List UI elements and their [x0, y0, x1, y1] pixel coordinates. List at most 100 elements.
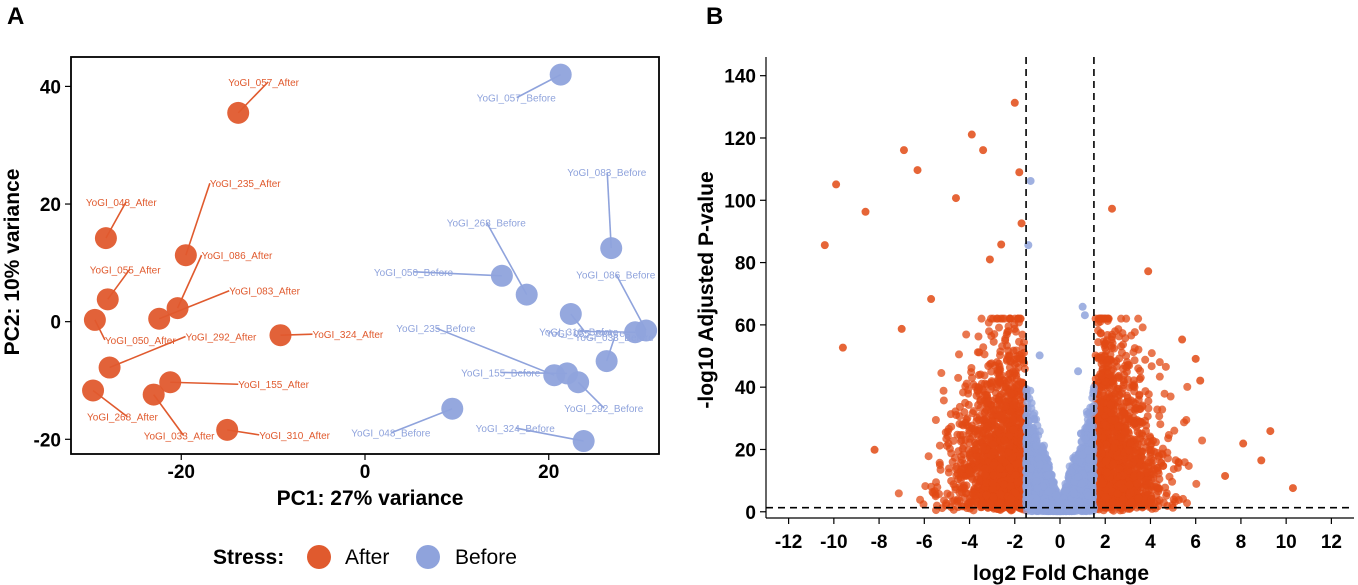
- volcano-point-significant: [970, 497, 979, 506]
- volcano-point-significant: [1011, 380, 1020, 389]
- volcano-x-tick-label: 12: [1321, 532, 1342, 553]
- volcano-point-significant: [1007, 389, 1016, 398]
- volcano-point-significant: [1001, 402, 1010, 411]
- volcano-point-significant: [951, 194, 960, 203]
- volcano-point-significant: [1107, 335, 1116, 344]
- volcano-point-not-significant: [1076, 429, 1085, 438]
- volcano-point-significant: [935, 461, 944, 470]
- volcano-y-tick-label: 120: [724, 129, 756, 150]
- volcano-point-significant: [1130, 419, 1139, 428]
- volcano-point-significant: [984, 318, 993, 327]
- volcano-point-significant: [1137, 447, 1146, 456]
- volcano-point-significant: [1136, 417, 1145, 426]
- volcano-x-tick-label: 4: [1145, 532, 1156, 553]
- pca-point-after: [148, 307, 171, 330]
- volcano-point-significant: [996, 499, 1005, 508]
- pca-y-tick-label: 40: [40, 77, 61, 98]
- volcano-point-significant: [1000, 480, 1009, 489]
- volcano-x-tick-label: -6: [916, 532, 933, 553]
- pca-label-connector: [486, 222, 528, 296]
- volcano-point-significant: [997, 240, 1006, 249]
- pca-point-after: [166, 297, 189, 320]
- pca-label-connector: [606, 172, 613, 249]
- volcano-point-significant: [996, 411, 1005, 420]
- volcano-point-significant: [1124, 446, 1133, 455]
- pca-x-tick-label: 20: [538, 462, 559, 483]
- volcano-point-not-significant: [1052, 491, 1061, 500]
- volcano-x-tick-label: -10: [820, 532, 847, 553]
- volcano-point-significant: [1288, 484, 1297, 493]
- volcano-point-not-significant: [1074, 473, 1083, 482]
- volcano-point-not-significant: [1022, 412, 1031, 421]
- volcano-point-significant: [944, 439, 953, 448]
- legend-after-swatch: [307, 545, 331, 569]
- volcano-x-tick-label: -12: [775, 532, 802, 553]
- volcano-point-significant: [1257, 456, 1266, 465]
- volcano-point-not-significant: [1042, 463, 1051, 472]
- volcano-point-significant: [1102, 440, 1111, 449]
- volcano-point-significant: [1000, 436, 1009, 445]
- pca-point-label: YoGI_086_Before: [576, 270, 656, 281]
- pca-point-label: YoGI_086_After: [202, 251, 273, 262]
- volcano-point-significant: [981, 407, 990, 416]
- volcano-point-significant: [1005, 463, 1014, 472]
- volcano-point-not-significant: [1033, 484, 1042, 493]
- volcano-point-significant: [1130, 344, 1139, 353]
- volcano-point-not-significant: [1022, 423, 1031, 432]
- volcano-point-significant: [978, 443, 987, 452]
- volcano-point-significant: [975, 348, 984, 357]
- pca-point-label: YoGI_057_Before: [477, 94, 557, 105]
- volcano-point-significant: [1118, 329, 1127, 338]
- volcano-point-significant: [996, 464, 1005, 473]
- volcano-point-significant: [989, 493, 998, 502]
- volcano-point-significant: [944, 464, 953, 473]
- volcano-point-significant: [1156, 420, 1165, 429]
- pca-marks: YoGI_057_After YoGI_048_After YoGI_235_Aft…: [82, 63, 658, 453]
- volcano-point-significant: [1138, 429, 1147, 438]
- pca-label-connector: [435, 327, 555, 376]
- volcano-plot: -12 -10 -8 -6 -4 -2 0 2 4 6 8 10 1202040608010012014…: [695, 57, 1354, 585]
- volcano-point-significant: [1134, 494, 1143, 503]
- volcano-point-significant: [997, 422, 1006, 431]
- volcano-point-significant: [976, 397, 985, 406]
- volcano-point-significant: [1110, 444, 1119, 453]
- volcano-point-significant: [967, 373, 976, 382]
- pca-point-label: YoGI_057_After: [228, 78, 299, 89]
- volcano-point-significant: [1144, 397, 1153, 406]
- volcano-point-significant: [1018, 330, 1027, 339]
- pca-x-tick-label: 0: [360, 462, 371, 483]
- volcano-point-significant: [1014, 314, 1023, 323]
- volcano-point-significant: [1102, 358, 1111, 367]
- volcano-point-significant: [1130, 356, 1139, 365]
- pca-x-tick-label: -20: [168, 462, 195, 483]
- volcano-point-significant: [1094, 326, 1103, 335]
- volcano-point-significant: [1094, 427, 1103, 436]
- volcano-point-significant: [1164, 434, 1173, 443]
- volcano-point-significant: [988, 479, 997, 488]
- volcano-point-significant: [1145, 479, 1154, 488]
- volcano-point-significant: [1011, 327, 1020, 336]
- pca-point-after: [98, 356, 121, 379]
- pca-ticks: -20 0 20 -20 0 20 40: [34, 77, 560, 483]
- volcano-point-significant: [1239, 439, 1248, 448]
- volcano-point-significant: [1115, 464, 1124, 473]
- pca-point-before: [515, 283, 538, 306]
- volcano-point-significant: [1120, 415, 1129, 424]
- volcano-point-significant: [1007, 494, 1016, 503]
- pca-point-label: YoGI_033_After: [144, 432, 215, 443]
- volcano-point-significant: [968, 432, 977, 441]
- volcano-point-significant: [992, 314, 1001, 323]
- volcano-point-significant: [1178, 494, 1187, 503]
- volcano-point-significant: [1108, 498, 1117, 507]
- volcano-x-tick-label: 2: [1100, 532, 1111, 553]
- pca-point-label: YoGI_155_After: [238, 380, 309, 391]
- volcano-point-significant: [1171, 456, 1180, 465]
- volcano-point-significant: [1015, 168, 1024, 177]
- volcano-point-significant: [946, 491, 955, 500]
- volcano-x-tick-label: -8: [871, 532, 888, 553]
- volcano-point-significant: [1011, 471, 1020, 480]
- pca-point-label: YoGI_055_Before: [546, 329, 626, 340]
- volcano-point-significant: [1184, 461, 1193, 470]
- volcano-point-not-significant: [1032, 477, 1041, 486]
- volcano-point-significant: [916, 495, 925, 504]
